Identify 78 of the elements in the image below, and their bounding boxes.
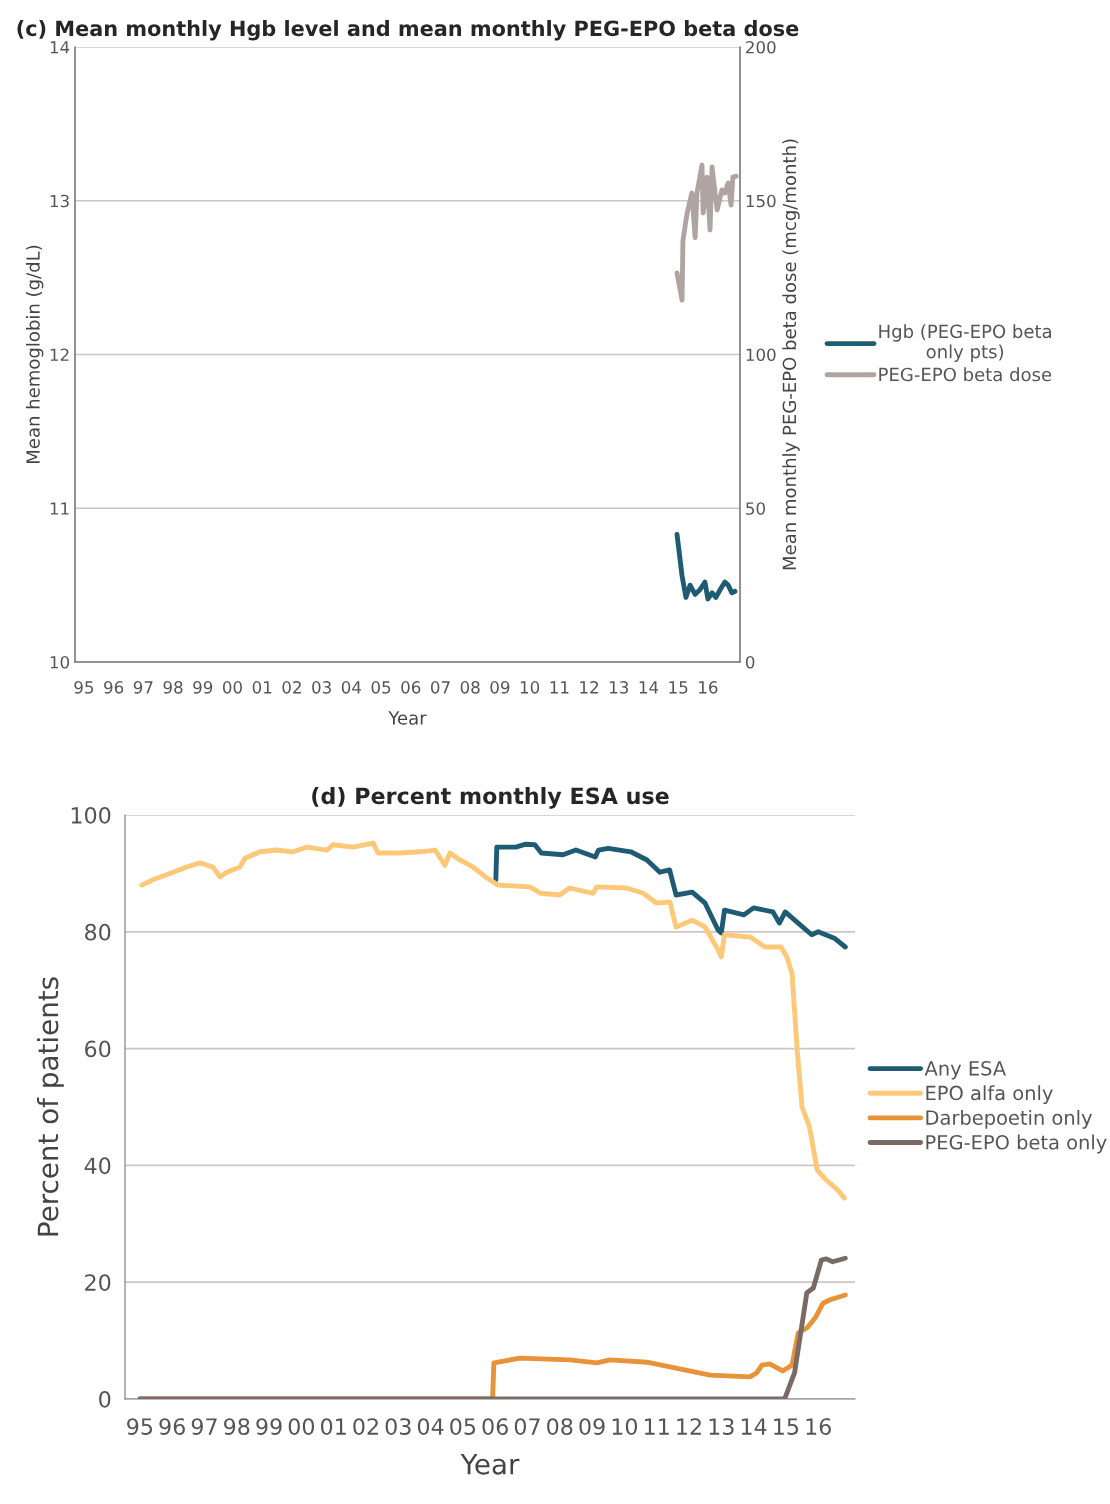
x-tick-label: 05	[450, 1418, 476, 1435]
x-tick-label: 02	[353, 1418, 378, 1435]
x-tick-label: 01	[320, 1418, 346, 1435]
x-axis-title: Year	[388, 711, 427, 725]
x-tick-label: 14	[741, 1418, 767, 1435]
x-tick-label: 03	[312, 681, 331, 694]
y-tick-label: 100	[71, 806, 111, 824]
y2-tick-label: 100	[746, 348, 776, 362]
x-tick-label: 95	[127, 1418, 153, 1435]
x-tick-label: 11	[550, 681, 569, 694]
x-tick-label: 06	[482, 1418, 508, 1435]
x-tick-label: 06	[401, 681, 421, 694]
x-tick-label: 00	[288, 1418, 315, 1435]
x-tick-label: 98	[163, 681, 183, 694]
y-tick-label: 80	[85, 923, 111, 941]
x-tick-label: 08	[460, 681, 480, 694]
x-tick-label: 95	[74, 681, 94, 694]
x-tick-label: 15	[669, 681, 688, 694]
y-tick-label: 13	[50, 194, 69, 208]
y2-axis-title: Mean monthly PEG-EPO beta dose (mcg/month)	[782, 139, 800, 570]
y2-tick-label: 150	[746, 194, 776, 208]
x-tick-label: 16	[806, 1418, 831, 1435]
x-tick-label: 11	[644, 1418, 669, 1435]
x-tick-label: 10	[612, 1418, 638, 1435]
x-tick-label: 04	[417, 1418, 444, 1435]
x-tick-label: 16	[699, 681, 718, 694]
x-tick-label: 08	[547, 1418, 573, 1435]
x-tick-label: 07	[430, 681, 450, 694]
chart-title: (d) Percent monthly ESA use	[312, 787, 669, 809]
x-tick-label: 13	[609, 681, 629, 694]
x-tick-label: 10	[520, 681, 540, 694]
x-tick-label: 12	[677, 1418, 701, 1435]
x-tick-label: 05	[371, 681, 391, 694]
y-tick-label: 11	[50, 502, 69, 515]
x-tick-label: 02	[282, 681, 301, 694]
x-tick-label: 09	[490, 681, 510, 694]
y-tick-label: 0	[99, 1390, 111, 1408]
y-tick-label: 10	[50, 655, 70, 669]
x-tick-label: 03	[385, 1418, 411, 1435]
x-tick-label: 14	[639, 681, 659, 694]
y-tick-label: 60	[85, 1040, 111, 1058]
x-tick-label: 13	[709, 1418, 734, 1435]
y2-tick-label: 200	[746, 40, 776, 54]
x-tick-label: 96	[104, 681, 124, 694]
y2-tick-label: 50	[746, 502, 765, 515]
line-series	[139, 840, 847, 1201]
y-axis-title: Percent of patients	[36, 977, 64, 1236]
y-tick-label: 14	[50, 41, 70, 54]
y-tick-label: 12	[50, 348, 69, 361]
y-axis-title: Mean hemoglobin (g/dL)	[25, 245, 44, 463]
legend-label: Darbepoetin only	[926, 1109, 1092, 1129]
x-tick-label: 07	[514, 1418, 540, 1435]
x-tick-label: 99	[193, 681, 213, 694]
x-axis-title: Year	[460, 1454, 520, 1475]
legend-label: Any ESA	[924, 1060, 1006, 1080]
x-tick-label: 96	[159, 1418, 185, 1435]
x-tick-label: 97	[133, 681, 153, 694]
x-tick-label: 04	[341, 681, 362, 694]
x-tick-label: 98	[224, 1418, 250, 1435]
x-tick-label: 00	[222, 681, 242, 694]
line-series	[493, 841, 848, 950]
line-series	[137, 1255, 848, 1399]
x-tick-label: 99	[256, 1418, 282, 1435]
x-tick-label: 15	[774, 1418, 799, 1435]
y-tick-label: 40	[84, 1157, 111, 1175]
legend-label: EPO alfa only	[926, 1085, 1053, 1105]
chart-title: (c) Mean monthly Hgb level and mean monthly PEG-EPO beta dose	[17, 20, 799, 41]
legend-label: Hgb (PEG-EPO beta only pts)	[879, 324, 1051, 362]
x-tick-label: 01	[252, 681, 272, 694]
legend-label: PEG-EPO beta only	[926, 1134, 1107, 1154]
line-series	[674, 162, 739, 303]
line-series	[674, 531, 738, 602]
y-tick-label: 20	[85, 1274, 111, 1291]
y2-tick-label: 0	[745, 655, 755, 669]
x-tick-label: 97	[191, 1418, 217, 1435]
x-tick-label: 12	[580, 681, 598, 694]
x-tick-label: 09	[579, 1418, 605, 1435]
legend-label: PEG-EPO beta dose	[879, 367, 1052, 382]
